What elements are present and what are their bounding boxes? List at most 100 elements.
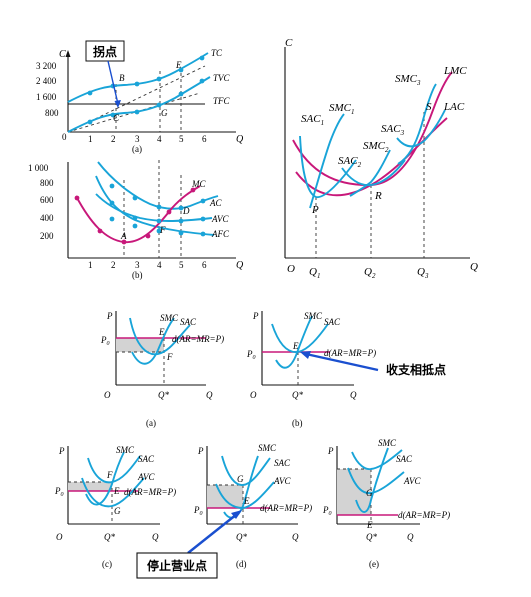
panel-a-f: F	[166, 352, 173, 362]
panel-c-g: G	[114, 506, 121, 516]
diagram-a-caption: (a)	[132, 144, 142, 154]
sac3-curve	[396, 109, 446, 148]
diagram-b-xlabel: Q	[236, 260, 244, 271]
diagram-b-ytick: 800	[40, 178, 54, 188]
panel-e-caption: (e)	[369, 559, 379, 569]
diagram-a-xlabel: Q	[236, 134, 244, 145]
smc3-label: SMC3	[395, 73, 421, 87]
panel-c-sac-label: SAC	[138, 454, 155, 464]
firm-panel-c: P P0 O Q Q* SMC SAC AVC F E G d(AR=MR=P)…	[54, 445, 176, 569]
panel-c-p0: P0	[54, 486, 64, 498]
diagram-a-ytick: 2 400	[36, 76, 57, 86]
panel-d-smc-curve	[223, 455, 259, 519]
inflection-callout-label: 拐点	[93, 44, 117, 59]
diagram-b-ytick: 1 000	[28, 163, 49, 173]
panel-a-sac-curve	[129, 317, 191, 356]
panel-e-q: Q	[407, 532, 414, 542]
panel-d-sac-curve	[221, 455, 271, 486]
long-run-cost-diagram: C Q O SAC1 SMC1 SAC2 SMC2 SAC3 SMC3 LMC …	[284, 37, 478, 280]
ac-label: AC	[209, 198, 222, 208]
panel-d-p: P	[197, 446, 204, 456]
diagram-a-ytick: 3 200	[36, 61, 57, 71]
panel-e-sac-label: SAC	[396, 454, 413, 464]
firm-panel-b: P P0 O Q Q* SMC SAC E d(AR=MR=P) (b) 收支相…	[246, 311, 446, 428]
panel-e-avc-curve	[347, 467, 405, 495]
panel-d-p0: P0	[193, 505, 203, 517]
sac2-curve	[341, 159, 406, 187]
panel-b-q: Q	[350, 390, 357, 400]
diagram-b-xtick: 6	[202, 260, 207, 270]
panel-d-caption: (d)	[236, 559, 247, 569]
panel-a-q: Q	[206, 390, 213, 400]
panel-e-smc-curve	[355, 447, 389, 513]
panel-a-demand-label: d(AR=MR=P)	[172, 334, 224, 344]
point-p-label: P	[311, 204, 319, 216]
panel-a-o: O	[104, 390, 111, 400]
panel-e-g: G	[366, 488, 373, 498]
panel-d-smc-label: SMC	[258, 443, 277, 453]
shutdown-callout: 停止营业点	[147, 558, 207, 573]
diagram-a-origin: 0	[62, 132, 67, 142]
panel-c-avc-curve	[81, 477, 145, 508]
panel-a-p0: P0	[100, 335, 110, 347]
diagram-a-xtick: 6	[202, 134, 207, 144]
panel-d-q: Q	[292, 532, 299, 542]
point-e-label: E	[175, 60, 182, 70]
tfc-label: TFC	[213, 96, 231, 106]
tvc-label: TVC	[213, 73, 231, 83]
panel-c-avc-label: AVC	[137, 472, 156, 482]
panel-d-avc-label: AVC	[273, 476, 292, 486]
point-c-label: C	[113, 113, 120, 123]
diagram-b-xtick: 2	[111, 260, 116, 270]
smc2-curve	[349, 149, 391, 197]
panel-b-qstar: Q*	[292, 390, 303, 400]
diagram-a-ytick: 1 600	[36, 92, 57, 102]
diagram-b-ytick: 200	[40, 231, 54, 241]
smc1-curve	[309, 113, 345, 209]
inflection-callout-box	[85, 40, 125, 62]
panel-e-sac-curve	[351, 449, 403, 471]
lr-xlabel: Q	[470, 261, 478, 273]
panel-c-smc-curve	[85, 451, 125, 506]
tvc-curve	[67, 76, 211, 133]
firm-panel-e: P P0 Q Q* SMC SAC AVC G E d(AR=MR=P) (e)	[322, 438, 450, 569]
panel-a-e: E	[158, 327, 165, 337]
smc3-curve	[397, 83, 437, 165]
diagram-b-xtick: 5	[179, 260, 184, 270]
q2-label: Q2	[364, 266, 376, 280]
tc-label: TC	[211, 48, 223, 58]
afc-label: AFC	[211, 229, 230, 239]
panel-d-demand-label: d(AR=MR=P)	[260, 503, 312, 513]
diagram-a-ylabel: C	[59, 49, 66, 60]
diagram-b-xtick: 4	[157, 260, 162, 270]
panel-e-avc-label: AVC	[403, 476, 422, 486]
panel-a-caption: (a)	[146, 418, 156, 428]
panel-a-smc-curve	[131, 317, 175, 365]
panel-b-p: P	[252, 311, 259, 321]
firm-panel-d: P P0 Q Q* SMC SAC AVC G E d(AR=MR=P) (d)…	[136, 443, 312, 579]
panel-c-e: E	[113, 486, 120, 496]
sac1-curve	[299, 135, 357, 198]
total-cost-diagram: C Q 3 200 2 400 1 600 800 0 1 2 3 4 5 6 …	[36, 40, 244, 154]
panel-b-e: E	[292, 341, 299, 351]
lac-label: LAC	[443, 101, 465, 113]
panel-b-caption: (b)	[292, 418, 303, 428]
lmc-curve	[292, 71, 453, 186]
panel-c-demand-label: d(AR=MR=P)	[124, 487, 176, 497]
panel-e-e: E	[366, 520, 373, 530]
diagram-b-ytick: 400	[40, 213, 54, 223]
panel-c-o: O	[56, 532, 63, 542]
breakeven-callout: 收支相抵点	[386, 362, 446, 377]
panel-a-sac-label: SAC	[180, 317, 197, 327]
panel-e-qstar: Q*	[366, 532, 377, 542]
panel-b-sac-label: SAC	[324, 317, 341, 327]
diagram-a-xtick: 1	[88, 134, 93, 144]
lmc-label: LMC	[443, 65, 467, 77]
average-cost-diagram: 1 000 800 600 400 200 1 2 3 4 5 6 Q (b) …	[28, 160, 244, 280]
panel-b-demand-label: d(AR=MR=P)	[324, 348, 376, 358]
diagram-b-ytick: 600	[40, 195, 54, 205]
diagram-a-xtick: 4	[157, 134, 162, 144]
smc1-label: SMC1	[329, 102, 355, 116]
panel-c-p: P	[58, 446, 65, 456]
sac1-label: SAC1	[301, 113, 324, 127]
